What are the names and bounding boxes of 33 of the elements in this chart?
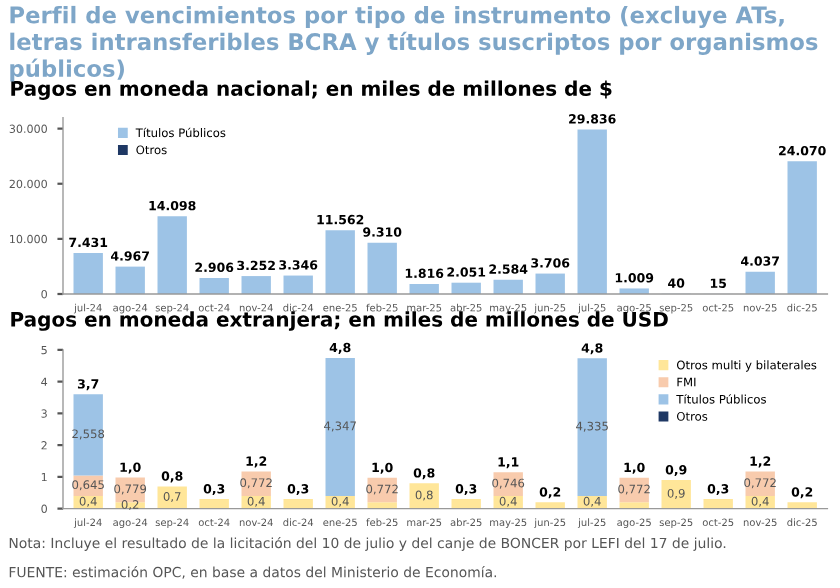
- bar: [787, 502, 817, 509]
- bar: [619, 502, 649, 509]
- bar: [535, 273, 565, 294]
- bar: [703, 499, 733, 509]
- bar: [661, 480, 691, 509]
- bar: [157, 216, 187, 294]
- bar: [577, 129, 607, 294]
- bar: [577, 358, 607, 496]
- bar: [115, 266, 145, 294]
- bar: [325, 230, 355, 294]
- bar: [787, 161, 817, 294]
- bar: [745, 271, 775, 294]
- bar: [493, 472, 523, 496]
- bar: [283, 275, 313, 294]
- bar: [745, 471, 775, 496]
- bar: [157, 486, 187, 509]
- bar: [451, 499, 481, 509]
- bar: [409, 483, 439, 509]
- bar: [73, 253, 103, 294]
- bar: [241, 276, 271, 294]
- bar: [241, 471, 271, 496]
- bar: [367, 502, 397, 509]
- chart-subtitle: Pagos en moneda nacional; en miles de millones de $: [11, 80, 612, 100]
- bar: [535, 502, 565, 509]
- bar: [73, 394, 103, 476]
- bar: [493, 279, 523, 294]
- chart-subtitle: Pagos en moneda extranjera; en miles de millones de USD: [11, 311, 668, 331]
- bar: [199, 499, 229, 509]
- bar: [199, 277, 229, 294]
- chart-title: Perfil de vencimientos por tipo de instrumento (excluye ATs, letras intransferibles BCRA y títulos suscriptos por organismos públicos): [10, 5, 818, 82]
- bar: [325, 357, 355, 496]
- bar: [283, 499, 313, 509]
- bar: [367, 242, 397, 294]
